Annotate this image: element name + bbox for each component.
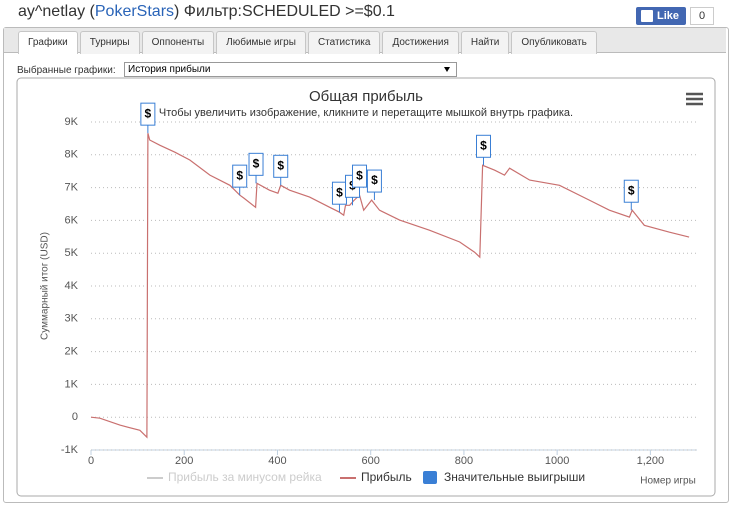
flag-label: $ [277, 158, 284, 172]
x-axis-label: Номер игры [640, 476, 696, 487]
flag [140, 102, 156, 126]
menu-icon[interactable] [686, 92, 703, 106]
tab[interactable]: Графики [18, 31, 78, 54]
legend-symbol [423, 471, 437, 484]
flag-label: $ [371, 173, 378, 187]
flag [352, 164, 368, 188]
legend-label: Прибыль [361, 470, 412, 484]
flag-label: $ [236, 168, 243, 182]
selector-label: Выбранные графики: [17, 65, 116, 76]
frame [3, 27, 729, 503]
chart-subtitle: Чтобы увеличить изображение, кликните и … [159, 107, 573, 119]
y-tick-label: 0 [72, 411, 78, 423]
flag-label: $ [145, 106, 152, 120]
dropdown-arrow [444, 67, 450, 72]
tab[interactable]: Турниры [79, 31, 140, 54]
legend-item[interactable]: Прибыль [340, 470, 412, 484]
tabs: Графики Турниры Оппоненты Любимые игры Стати… [18, 31, 597, 54]
tab[interactable]: Любимые игры [216, 31, 306, 54]
flag [476, 134, 492, 158]
flag-label: $ [336, 185, 343, 199]
selector-value: История прибыли [128, 64, 211, 75]
flag-label: $ [356, 168, 363, 182]
flag-label: $ [253, 157, 260, 171]
y-tick-label: 6K [65, 214, 79, 226]
fb-icon [641, 10, 653, 22]
y-tick-label: 3K [65, 313, 79, 325]
selector[interactable]: История прибыли [124, 62, 457, 77]
y-tick-label: -1K [61, 444, 79, 456]
x-tick-label: 1,200 [637, 455, 665, 467]
tab[interactable]: Статистика [307, 31, 381, 54]
profit-line [90, 133, 690, 439]
site-link[interactable]: PokerStars [94, 3, 175, 20]
tab[interactable]: Найти [460, 31, 510, 54]
like-label: Like [657, 10, 680, 22]
like-button[interactable]: Like [636, 7, 686, 25]
legend-item[interactable]: Прибыль за минусом рейка [147, 470, 322, 484]
flag [623, 179, 639, 203]
header-title: ay^netlay (PokerStars) Фильтр:SCHEDULED … [18, 3, 395, 21]
legend-item[interactable]: Значительные выигрыши [423, 470, 585, 484]
x-tick-label: 1000 [545, 455, 569, 467]
y-tick-label: 8K [65, 149, 79, 161]
tab[interactable]: Оппоненты [141, 31, 215, 54]
y-tick-label: 2K [65, 346, 79, 358]
chart-title: Общая прибыль [309, 88, 423, 105]
flag [366, 169, 382, 193]
y-axis-label: Суммарный итог (USD) [40, 232, 51, 340]
like-count: 0 [690, 7, 714, 25]
y-tick-label: 4K [65, 280, 79, 292]
legend-label: Прибыль за минусом рейка [168, 470, 322, 484]
y-tick-label: 9K [65, 116, 79, 128]
tab[interactable]: Достижения [382, 31, 459, 54]
filter: ) Фильтр:SCHEDULED >=$0.1 [174, 3, 395, 20]
flag-label: $ [480, 138, 487, 152]
flag [248, 152, 264, 176]
y-tick-label: 7K [65, 182, 79, 194]
y-tick-label: 1K [65, 378, 79, 390]
x-tick-label: 400 [268, 455, 286, 467]
y-tick-label: 5K [65, 247, 79, 259]
flag [273, 154, 289, 178]
x-tick-label: 0 [88, 455, 94, 467]
x-tick-label: 600 [362, 455, 380, 467]
chart-box [16, 77, 716, 497]
flag [232, 164, 248, 188]
user: ay^netlay ( [18, 3, 95, 20]
flag-label: $ [628, 183, 635, 197]
x-tick-label: 800 [455, 455, 473, 467]
tab[interactable]: Опубликовать [511, 31, 597, 54]
x-tick-label: 200 [175, 455, 193, 467]
legend-label: Значительные выигрыши [444, 470, 585, 484]
